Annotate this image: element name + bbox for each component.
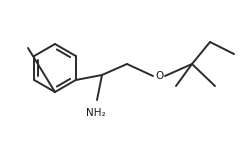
Text: O: O xyxy=(155,71,163,81)
Text: NH₂: NH₂ xyxy=(86,108,106,118)
